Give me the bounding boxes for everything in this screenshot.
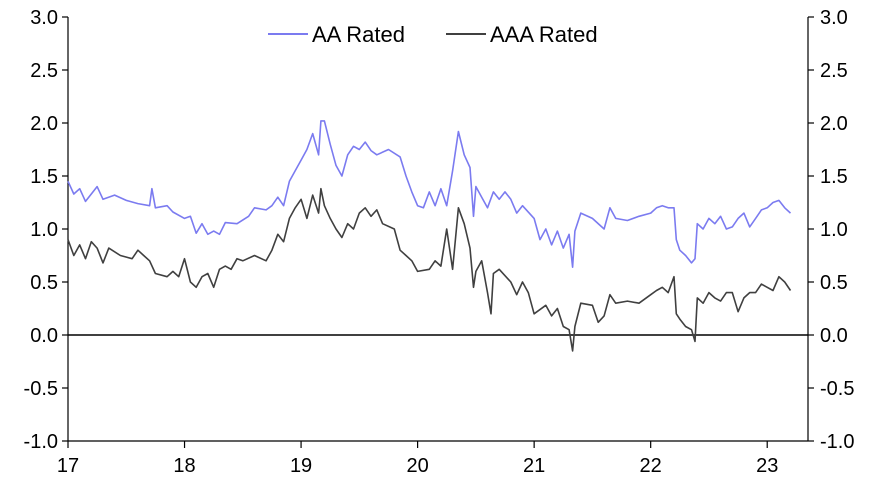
y-tick-label-left: 0.0 bbox=[30, 325, 58, 347]
y-tick-label-right: 2.0 bbox=[820, 113, 848, 135]
legend: AA Rated AAA Rated bbox=[268, 22, 598, 47]
y-tick-label-left: 1.0 bbox=[30, 219, 58, 241]
x-tick-label: 22 bbox=[640, 455, 662, 477]
y-tick-label-right: 1.0 bbox=[820, 219, 848, 241]
y-tick-label-left: 2.5 bbox=[30, 60, 58, 82]
y-tick-label-right: 0.5 bbox=[820, 272, 848, 294]
legend-label-aaa-rated: AAA Rated bbox=[490, 22, 598, 47]
x-tick-label: 20 bbox=[406, 455, 428, 477]
y-tick-label-right: 0.0 bbox=[820, 325, 848, 347]
ticks: 3.0 3.0 2.5 2.5 2.0 2.0 1.5 1.5 1.0 1.0 0.5 0.5 0.0 0… bbox=[24, 7, 855, 477]
y-tick-label-right: 3.0 bbox=[820, 7, 848, 29]
y-tick-label-right: -1.0 bbox=[820, 431, 854, 453]
x-tick-label: 19 bbox=[290, 455, 312, 477]
series-line-aaa-rated bbox=[67, 187, 792, 352]
y-tick-label-left: -1.0 bbox=[24, 431, 58, 453]
y-tick-label-right: 1.5 bbox=[820, 166, 848, 188]
x-tick-label: 17 bbox=[57, 455, 79, 477]
series-lines bbox=[67, 120, 792, 352]
x-tick-label: 23 bbox=[756, 455, 778, 477]
y-tick-label-right: -0.5 bbox=[820, 378, 854, 400]
y-tick-label-left: 0.5 bbox=[30, 272, 58, 294]
series-line-aa-rated bbox=[67, 120, 792, 268]
x-tick-label: 21 bbox=[523, 455, 545, 477]
x-tick-label: 18 bbox=[173, 455, 195, 477]
y-tick-label-left: 1.5 bbox=[30, 166, 58, 188]
legend-label-aa-rated: AA Rated bbox=[312, 22, 405, 47]
y-tick-label-left: -0.5 bbox=[24, 378, 58, 400]
y-tick-label-right: 2.5 bbox=[820, 60, 848, 82]
y-tick-label-left: 2.0 bbox=[30, 113, 58, 135]
y-tick-label-left: 3.0 bbox=[30, 7, 58, 29]
